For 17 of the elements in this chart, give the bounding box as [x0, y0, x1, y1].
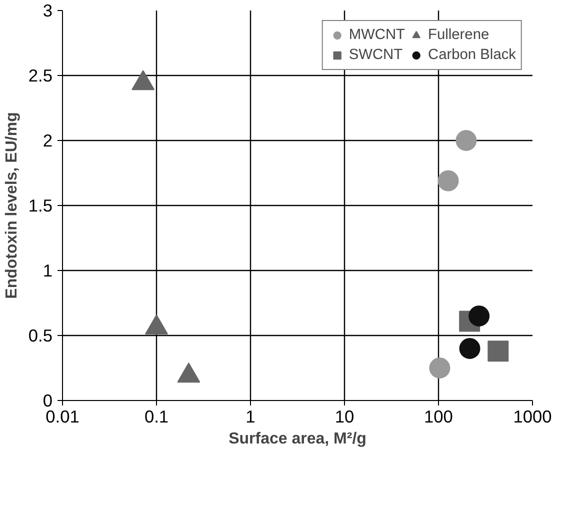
y-tick-label: 3 — [42, 0, 53, 20]
legend-label: Carbon Black — [428, 46, 516, 64]
x-tick-label: 1000 — [513, 406, 552, 426]
y-tick-label: 2.5 — [28, 66, 53, 86]
y-tick-label: 1.5 — [28, 196, 53, 216]
legend-label: SWCNT — [348, 46, 403, 64]
x-tick-label: 1 — [246, 406, 256, 426]
x-tick-label: 100 — [424, 406, 453, 426]
x-tick-label: 10 — [334, 406, 354, 426]
y-tick-label: 2 — [42, 130, 53, 150]
legend-label: MWCNT — [348, 26, 406, 44]
x-axis-title: Surface area, M²/g — [228, 430, 366, 448]
y-axis-title: Endotoxin levels, EU/mg — [3, 112, 20, 299]
y-tick-label: 0.5 — [28, 326, 53, 346]
legend-label: Fullerene — [428, 26, 490, 44]
x-tick-label: 0.1 — [144, 406, 169, 426]
y-tick-label: 1 — [42, 260, 53, 280]
